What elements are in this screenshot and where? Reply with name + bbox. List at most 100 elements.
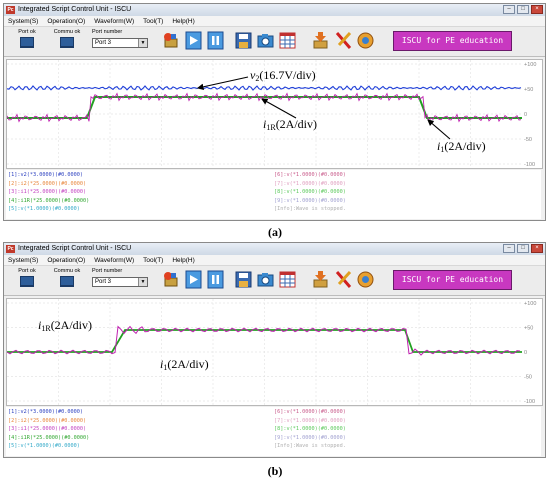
arrow-i1 — [427, 119, 451, 140]
port-number-group: Port number Port 3 ▼ — [92, 268, 148, 287]
save-icon[interactable] — [235, 270, 252, 289]
table-icon[interactable] — [279, 270, 296, 289]
legend-right: [6]:v(*1.0000)(#0.0000) [7]:v(*1.0000)(#0… — [274, 408, 346, 451]
tools-icon[interactable] — [335, 270, 352, 289]
download-icon[interactable] — [312, 31, 329, 50]
scope-display: +100 +50 0 -50 -100 — [6, 298, 543, 406]
camera-icon[interactable] — [257, 31, 274, 50]
legend-entry: [1]:v2(*3.0000)(#0.0000) — [8, 409, 83, 415]
commu-ok-indicator[interactable]: Commu ok — [50, 29, 84, 54]
port-ok-label: Port ok — [18, 29, 36, 35]
network-computer-icon — [60, 276, 74, 287]
legend-entry: [5]:v(*1.0000)(#0.0000) — [8, 443, 80, 450]
help-icon[interactable] — [357, 31, 374, 50]
label-i1r: i1R(2A/div) — [263, 117, 318, 132]
app-icon: Pc — [6, 6, 15, 14]
i1r-trace — [7, 329, 522, 353]
menu-bar: System(S) Operation(O) Waveform(W) Tool(… — [4, 16, 545, 27]
play-icon[interactable] — [185, 31, 202, 50]
arrow-v2 — [196, 76, 249, 91]
tick-label: -50 — [524, 137, 532, 143]
maximize-icon[interactable]: □ — [517, 5, 529, 14]
menu-tool[interactable]: Tool(T) — [143, 18, 164, 25]
camera-icon[interactable] — [257, 270, 274, 289]
legend-entry: [2]:i2(*25.0000)(#0.0000) — [8, 417, 87, 424]
title-bar: Pc Integrated Script Control Unit - ISCU… — [4, 243, 545, 255]
legend-entry: [8]:v(*1.0000)(#0.0000) — [274, 426, 346, 433]
tick-label: -100 — [524, 162, 535, 168]
legend-entry: [8]:v(*1.0000)(#0.0000) — [274, 189, 346, 196]
chevron-down-icon: ▼ — [138, 278, 147, 286]
tick-label: +100 — [524, 62, 536, 68]
maximize-icon[interactable]: □ — [517, 244, 529, 253]
iscu-window-b: Pc Integrated Script Control Unit - ISCU… — [3, 242, 546, 458]
title-bar: Pc Integrated Script Control Unit - ISCU… — [4, 4, 545, 16]
i1-trace — [7, 92, 522, 123]
app-icon: Pc — [6, 245, 15, 253]
tick-label: +50 — [524, 87, 533, 93]
tick-label: +100 — [524, 301, 536, 307]
toolbar: Port ok Commu ok Port number Port 3 ▼ IS… — [4, 27, 545, 57]
port-number-group: Port number Port 3 ▼ — [92, 29, 148, 48]
menu-help[interactable]: Help(H) — [172, 257, 195, 264]
legend-entry: [9]:v(*1.0000)(#0.0000) — [274, 197, 346, 204]
menu-operation[interactable]: Operation(O) — [47, 18, 86, 25]
pause-icon[interactable] — [207, 270, 224, 289]
download-icon[interactable] — [312, 270, 329, 289]
waveform-plot: +100 +50 0 -50 -100 — [7, 60, 536, 168]
menu-waveform[interactable]: Waveform(W) — [94, 257, 135, 264]
connect-icon[interactable] — [162, 31, 179, 50]
legend-entry: [Info]:Wave is stopped. — [274, 206, 346, 213]
table-icon[interactable] — [279, 31, 296, 50]
legend-entry: [9]:v(*1.0000)(#0.0000) — [274, 434, 346, 441]
minimize-icon[interactable]: – — [503, 244, 515, 253]
i1-trace — [7, 325, 521, 356]
port-select[interactable]: Port 3 ▼ — [92, 277, 148, 287]
port-ok-indicator[interactable]: Port ok — [10, 268, 44, 293]
iscu-banner: ISCU for PE education — [393, 31, 512, 51]
legend-entry: [3]:i1(*25.0000)(#0.0000) — [8, 189, 87, 196]
menu-bar: System(S) Operation(O) Waveform(W) Tool(… — [4, 255, 545, 266]
caption-a: (a) — [268, 225, 282, 239]
close-icon[interactable]: × — [531, 5, 543, 14]
tick-label: +50 — [524, 326, 533, 332]
port-select-value: Port 3 — [95, 40, 112, 46]
connect-icon[interactable] — [162, 270, 179, 289]
label-v2: v2(16.7V/div) — [250, 68, 316, 83]
help-icon[interactable] — [357, 270, 374, 289]
menu-tool[interactable]: Tool(T) — [143, 257, 164, 264]
label-i1: i1(2A/div) — [437, 139, 486, 154]
legend-entry: [6]:v(*1.0000)(#0.0000) — [274, 409, 346, 415]
tools-icon[interactable] — [335, 31, 352, 50]
save-icon[interactable] — [235, 31, 252, 50]
port-select[interactable]: Port 3 ▼ — [92, 38, 148, 48]
channel-legend: [1]:v2(*3.0000)(#0.0000) [2]:i2(*25.0000)… — [6, 407, 541, 456]
network-computer-icon — [60, 37, 74, 48]
pause-icon[interactable] — [207, 31, 224, 50]
port-ok-indicator[interactable]: Port ok — [10, 29, 44, 54]
menu-help[interactable]: Help(H) — [172, 18, 195, 25]
play-icon[interactable] — [185, 270, 202, 289]
legend-entry: [4]:i1R(*25.0000)(#0.0000) — [8, 434, 90, 441]
menu-waveform[interactable]: Waveform(W) — [94, 18, 135, 25]
window-title: Integrated Script Control Unit - ISCU — [18, 245, 132, 252]
commu-ok-indicator[interactable]: Commu ok — [50, 268, 84, 293]
close-icon[interactable]: × — [531, 244, 543, 253]
arrow-i1r — [261, 98, 297, 119]
iscu-window-a: Pc Integrated Script Control Unit - ISCU… — [3, 3, 546, 221]
menu-operation[interactable]: Operation(O) — [47, 257, 86, 264]
menu-system[interactable]: System(S) — [8, 257, 39, 264]
tick-label: -100 — [524, 399, 535, 405]
commu-ok-label: Commu ok — [53, 29, 81, 35]
legend-entry: [2]:i2(*25.0000)(#0.0000) — [8, 180, 87, 187]
commu-ok-label: Commu ok — [53, 268, 81, 274]
tick-label: 0 — [524, 350, 527, 356]
minimize-icon[interactable]: – — [503, 5, 515, 14]
menu-system[interactable]: System(S) — [8, 18, 39, 25]
port-number-label: Port number — [92, 29, 123, 35]
legend-entry: [6]:v(*1.0000)(#0.0000) — [274, 172, 346, 178]
label-i1-b: i1(2A/div) — [160, 357, 209, 372]
channel-legend: [1]:v2(*3.0000)(#0.0000) [2]:i2(*25.0000)… — [6, 170, 541, 219]
tick-label: 0 — [524, 112, 527, 118]
legend-entry: [7]:v(*1.0000)(#0.0000) — [274, 180, 346, 187]
